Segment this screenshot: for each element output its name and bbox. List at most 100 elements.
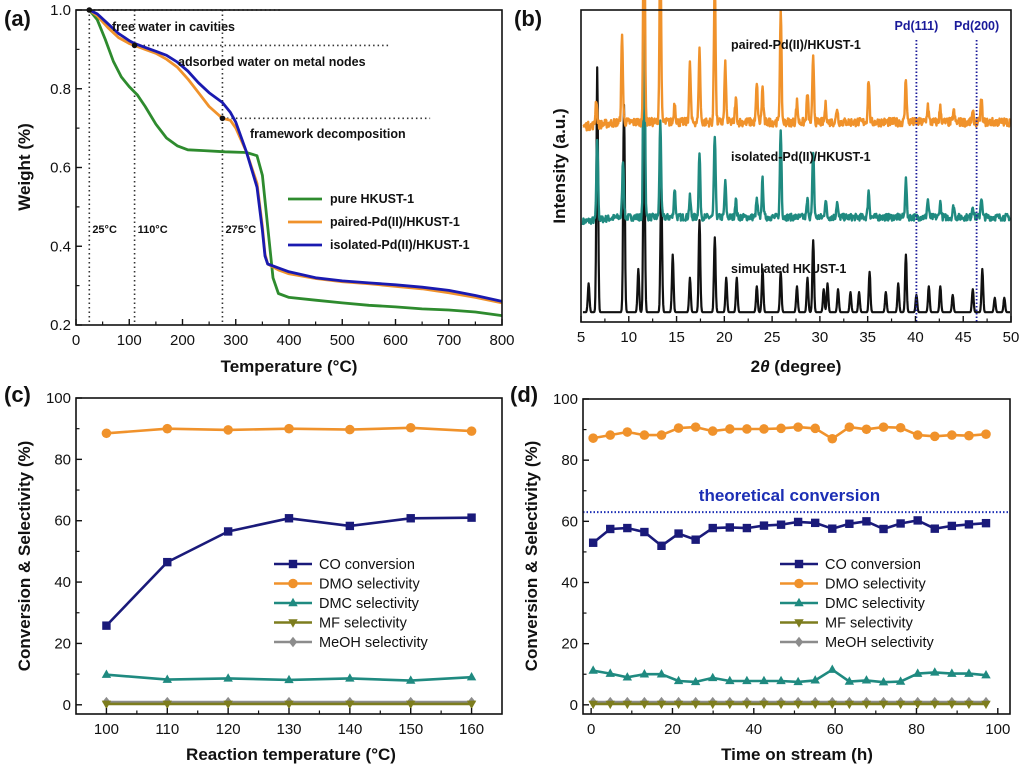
- data-point-mf-selectivity: [844, 700, 855, 710]
- data-point-co-conversion: [640, 527, 649, 537]
- panel-d-x-tick-label: 0: [587, 721, 595, 738]
- data-point-co-conversion: [657, 541, 666, 550]
- data-point-dmc-selectivity: [810, 675, 820, 684]
- series-isolated-pd-ii-hkust-1: [88, 8, 503, 303]
- panel-a-y-tick-label: 1.0: [50, 2, 71, 19]
- data-point-dmc-selectivity: [101, 669, 112, 678]
- data-point-dmc-selectivity: [605, 668, 615, 677]
- panel-b-x-tick-label: 45: [955, 329, 972, 346]
- data-point-mf-selectivity: [759, 700, 769, 710]
- annotation-point-1: [131, 42, 138, 49]
- data-point-mf-selectivity: [964, 700, 974, 710]
- legend-label-pure-hkust-1: pure HKUST-1: [330, 192, 414, 206]
- data-point-dmo-selectivity: [878, 422, 889, 432]
- data-point-co-conversion: [793, 517, 803, 527]
- panel-c-frame: [75, 397, 503, 715]
- data-point-dmc-selectivity: [793, 676, 803, 686]
- legend-marker-meoh-selectivity: [794, 636, 804, 648]
- legend-marker-meoh-selectivity: [288, 636, 298, 648]
- data-point-dmo-selectivity: [947, 430, 957, 440]
- data-point-co-conversion: [981, 518, 991, 528]
- panel-b-plot-area: simulated HKUST-1 isolated-Pd(II)/HKUST-1…: [577, 0, 1019, 346]
- panel-d-label: (d): [510, 382, 538, 407]
- panel-d-x-axis-title: Time on stream (h): [721, 745, 873, 764]
- data-point-co-conversion: [879, 524, 888, 534]
- panel-b-xrd: (b) simulated HKUST-1 isolated-Pd(II)/HKU…: [514, 0, 1019, 376]
- panel-a-x-axis-title: Temperature (°C): [221, 357, 358, 376]
- panel-b-x-axis-title: 2θ (degree): [751, 357, 842, 376]
- guide-vline-label-0: 25°C: [92, 224, 117, 236]
- data-point-dmo-selectivity: [162, 423, 173, 434]
- data-point-mf-selectivity: [827, 700, 837, 710]
- data-point-mf-selectivity: [673, 700, 684, 710]
- legend-label-dmc-selectivity: DMC selectivity: [319, 596, 420, 612]
- panel-d-plot-area: theoretical conversion CO conversion DMO s…: [553, 391, 1011, 738]
- data-point-dmo-selectivity: [639, 430, 650, 440]
- data-point-dmo-selectivity: [345, 424, 355, 435]
- data-point-co-conversion: [742, 523, 752, 533]
- data-point-dmc-selectivity: [725, 675, 735, 685]
- legend-label-dmc-selectivity: DMC selectivity: [825, 596, 926, 612]
- series-line-dmc-selectivity: [592, 668, 987, 684]
- data-point-dmo-selectivity: [793, 422, 803, 432]
- panel-b-x-tick-label: 40: [907, 329, 924, 346]
- data-point-co-conversion: [345, 521, 355, 531]
- data-point-dmc-selectivity: [930, 667, 940, 676]
- data-point-dmo-selectivity: [912, 430, 923, 440]
- legend-label-meoh-selectivity: MeOH selectivity: [319, 635, 429, 651]
- data-point-dmo-selectivity: [466, 426, 477, 436]
- legend-marker-dmc-selectivity: [288, 597, 298, 607]
- data-point-dmo-selectivity: [673, 423, 684, 433]
- data-point-dmc-selectivity: [656, 669, 667, 678]
- panel-c-y-tick-label: 40: [54, 574, 71, 591]
- panel-a-x-tick-label: 100: [117, 332, 142, 349]
- data-point-dmc-selectivity: [162, 674, 172, 683]
- data-point-dmo-selectivity: [776, 423, 786, 434]
- xrd-pattern-paired-pd-ii-hkust-1: [582, 0, 1012, 132]
- data-point-mf-selectivity: [895, 700, 906, 710]
- series-line-co-conversion: [592, 519, 987, 548]
- data-point-mf-selectivity: [742, 700, 752, 710]
- panel-b-x-tick-label: 15: [668, 329, 685, 346]
- panel-c-x-tick-label: 140: [337, 721, 362, 738]
- data-point-dmc-selectivity: [895, 676, 906, 685]
- panel-a-x-tick-label: 0: [72, 332, 80, 349]
- data-point-dmo-selectivity: [707, 426, 718, 436]
- legend-label-meoh-selectivity: MeOH selectivity: [825, 635, 935, 651]
- data-point-mf-selectivity: [639, 700, 650, 710]
- reference-label-theoretical-conversion: theoretical conversion: [699, 486, 880, 505]
- panel-a-y-axis-title: Weight (%): [15, 123, 34, 211]
- data-point-mf-selectivity: [861, 700, 872, 710]
- data-point-dmc-selectivity: [284, 674, 294, 684]
- panel-d-frame: [582, 398, 1011, 715]
- data-point-dmc-selectivity: [742, 675, 752, 685]
- data-point-dmc-selectivity: [673, 675, 684, 685]
- data-point-mf-selectivity: [912, 700, 923, 710]
- legend-marker-dmo-selectivity: [288, 578, 298, 589]
- x-title-part-2: 2: [751, 357, 760, 376]
- panel-c-x-tick-label: 130: [276, 721, 301, 738]
- panel-a-x-tick-label: 600: [383, 332, 408, 349]
- data-point-co-conversion: [725, 523, 735, 532]
- panel-a-x-tick-label: 400: [276, 332, 301, 349]
- data-point-dmo-selectivity: [861, 424, 872, 435]
- panel-c-x-tick-label: 100: [94, 721, 119, 738]
- guide-vline-label-2: 275°C: [225, 224, 256, 236]
- data-point-dmc-selectivity: [406, 675, 416, 684]
- data-point-dmo-selectivity: [588, 433, 598, 443]
- panel-b-x-tick-label: 25: [764, 329, 781, 346]
- data-point-dmc-selectivity: [964, 668, 974, 677]
- data-point-dmo-selectivity: [742, 424, 752, 434]
- data-point-dmc-selectivity: [466, 671, 477, 681]
- panel-c-y-tick-label: 20: [54, 635, 71, 652]
- panel-a-label: (a): [4, 6, 31, 31]
- data-point-dmo-selectivity: [759, 424, 769, 434]
- data-point-co-conversion: [163, 557, 172, 567]
- data-point-co-conversion: [467, 513, 476, 522]
- data-point-dmo-selectivity: [981, 429, 991, 439]
- data-point-co-conversion: [845, 519, 854, 528]
- legend-label-mf-selectivity: MF selectivity: [319, 616, 408, 632]
- panel-a-y-tick-label: 0.8: [50, 81, 71, 98]
- panel-d-y-tick-label: 80: [561, 452, 578, 469]
- data-point-dmo-selectivity: [656, 430, 667, 440]
